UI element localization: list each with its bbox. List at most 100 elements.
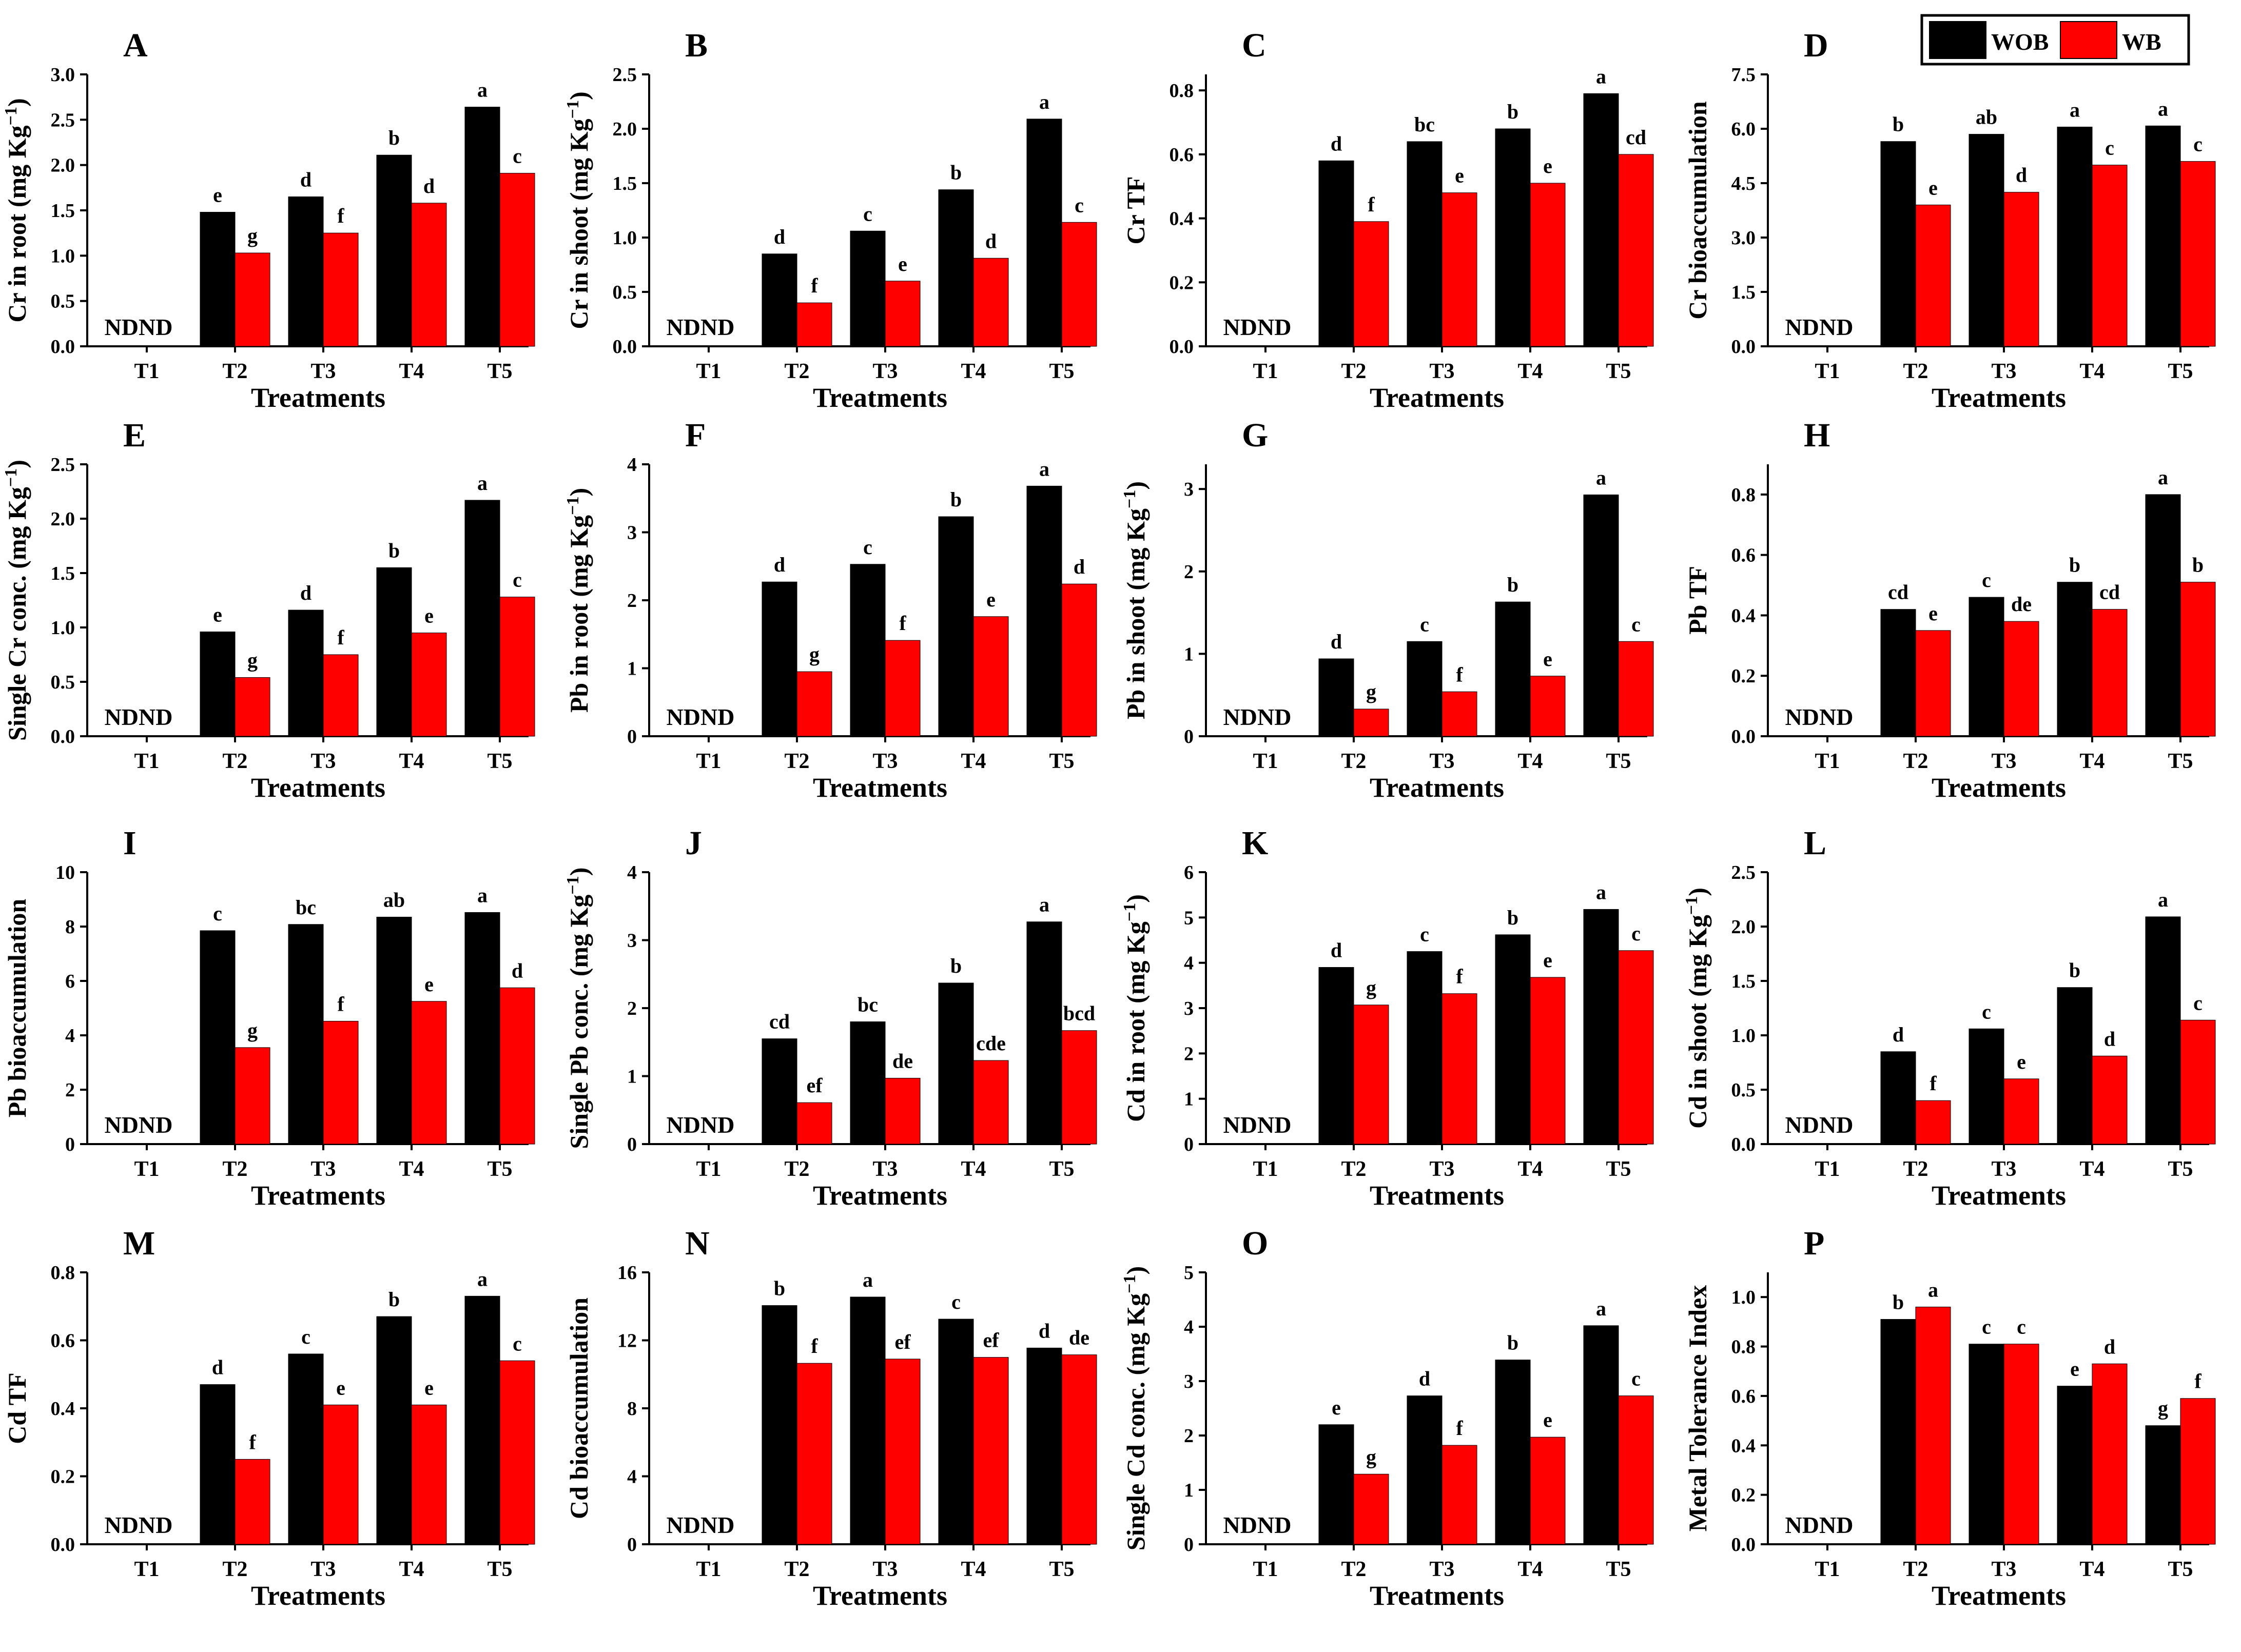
- bar-wb-t4: [411, 633, 447, 737]
- bar-wb-t5: [1061, 222, 1097, 347]
- y-tick-label: 3: [1184, 998, 1194, 1019]
- nd-label: NDND: [1785, 1512, 1854, 1538]
- x-tick-label: T5: [1606, 360, 1631, 383]
- y-tick-label: 1.0: [1731, 1025, 1756, 1047]
- x-tick-label: T3: [1429, 750, 1454, 773]
- y-tick-label: 1.5: [1731, 282, 1756, 303]
- significance-label: d: [1893, 1023, 1904, 1046]
- y-tick-label: 0.8: [1170, 80, 1194, 102]
- x-tick-label: T2: [1341, 750, 1366, 773]
- bar-wob-t4: [2057, 582, 2093, 737]
- x-tick-label: T5: [487, 1157, 512, 1181]
- y-axis-label: Cr TF: [1121, 176, 1150, 245]
- bar-wb-t5: [499, 597, 535, 737]
- y-tick-label: 1: [627, 1066, 637, 1088]
- y-tick-label: 2.0: [613, 119, 637, 140]
- panel-a: A 0.0 0.5 1.0 1.5 2.0 2.5 3.0 Cr in root (mg Kg−…: [2, 27, 535, 413]
- x-tick-label: T2: [1903, 1558, 1928, 1581]
- x-tick-label: T4: [1517, 1558, 1543, 1581]
- significance-label: c: [863, 536, 872, 559]
- panel-letter: N: [685, 1225, 710, 1262]
- x-tick-label: T5: [2168, 360, 2193, 383]
- nd-label: NDND: [667, 704, 735, 730]
- x-tick-label: T4: [399, 750, 424, 773]
- x-tick-label: T4: [399, 1558, 424, 1581]
- significance-label: e: [986, 588, 996, 611]
- significance-label: b: [2069, 554, 2080, 577]
- x-tick-label: T2: [222, 1157, 247, 1181]
- bar-wob-t5: [464, 1295, 500, 1545]
- significance-label: f: [337, 992, 344, 1015]
- y-axis-label: Metal Tolerance Index: [1683, 1285, 1712, 1532]
- x-tick-label: T2: [1903, 750, 1928, 773]
- significance-label: c: [213, 902, 222, 925]
- panel-letter: A: [123, 27, 148, 64]
- significance-label: a: [2158, 888, 2168, 911]
- x-tick-label: T1: [1253, 1558, 1278, 1581]
- significance-label: c: [301, 1325, 310, 1348]
- x-tick-label: T3: [1991, 360, 2016, 383]
- bar-wob-t3: [1407, 951, 1443, 1145]
- bar-wb-t4: [2092, 1055, 2128, 1145]
- panel-letter: D: [1804, 27, 1828, 64]
- x-tick-label: T5: [2168, 1157, 2193, 1181]
- x-tick-label: T5: [1049, 750, 1074, 773]
- panel-letter: I: [123, 824, 137, 862]
- bar-wb-t2: [1915, 204, 1951, 347]
- x-tick-label: T4: [2079, 1157, 2104, 1181]
- bar-wob-t4: [1495, 128, 1531, 347]
- significance-label: a: [477, 471, 488, 495]
- nd-label: NDND: [105, 314, 173, 340]
- bar-wb-t2: [1353, 1005, 1389, 1145]
- significance-label: c: [1982, 1315, 1991, 1339]
- y-tick-label: 16: [617, 1262, 637, 1284]
- panel-k: K 0 1 2 3 4 5 6 Cd in root (mg Kg−1) T1 NDND T2 d g T3…: [1120, 824, 1654, 1211]
- bar-wob-t5: [1026, 921, 1062, 1145]
- y-tick-label: 0.5: [613, 282, 637, 303]
- panel-h: H0.00.20.40.60.8Pb TFT1NDNDT2cdeT3cdeT4b…: [1683, 417, 2216, 803]
- x-axis-label: Treatments: [251, 772, 385, 803]
- y-tick-label: 8: [65, 916, 75, 938]
- bar-wb-t4: [973, 258, 1009, 347]
- bar-wb-t2: [1353, 221, 1389, 347]
- y-tick-label: 0.0: [1731, 1134, 1756, 1155]
- significance-label: a: [1596, 466, 1606, 489]
- bar-wb-t3: [323, 654, 359, 737]
- panel-letter: M: [123, 1225, 155, 1262]
- significance-label: e: [2070, 1358, 2079, 1381]
- y-axis-label: Single Pb conc. (mg Kg−1): [563, 868, 593, 1149]
- bar-wob-t5: [464, 500, 500, 737]
- x-tick-label: T1: [1815, 750, 1840, 773]
- y-tick-label: 2.5: [1731, 862, 1756, 883]
- bar-wob-t4: [938, 189, 974, 347]
- x-tick-label: T5: [1606, 1157, 1631, 1181]
- significance-label: b: [1893, 113, 1904, 136]
- significance-label: e: [1332, 1396, 1341, 1419]
- y-tick-label: 0.2: [51, 1466, 75, 1488]
- legend-swatch-wob: [1929, 21, 1986, 59]
- bar-wb-t2: [1915, 1100, 1951, 1145]
- x-tick-label: T5: [2168, 750, 2193, 773]
- significance-label: e: [898, 252, 907, 276]
- y-tick-label: 0.2: [1731, 1485, 1756, 1506]
- significance-label: de: [892, 1049, 913, 1072]
- y-tick-label: 2.5: [51, 109, 75, 131]
- significance-label: a: [1928, 1278, 1938, 1301]
- significance-label: f: [337, 626, 344, 649]
- y-tick-label: 2.5: [613, 64, 637, 86]
- bar-wob-t5: [1583, 909, 1619, 1145]
- significance-label: c: [1420, 613, 1429, 636]
- significance-label: d: [423, 174, 435, 198]
- y-tick-label: 0.6: [1731, 1386, 1756, 1407]
- x-tick-label: T1: [696, 1558, 721, 1581]
- significance-label: f: [1456, 1417, 1463, 1440]
- significance-label: d: [774, 225, 785, 248]
- bar-wb-t3: [1441, 691, 1477, 737]
- significance-label: e: [1543, 154, 1552, 178]
- bar-wob-t2: [762, 253, 797, 347]
- significance-label: d: [1331, 939, 1342, 962]
- significance-label: ef: [894, 1330, 911, 1353]
- significance-label: g: [2158, 1397, 2168, 1420]
- bar-wob-t5: [1583, 93, 1619, 347]
- bar-wob-t3: [850, 564, 886, 737]
